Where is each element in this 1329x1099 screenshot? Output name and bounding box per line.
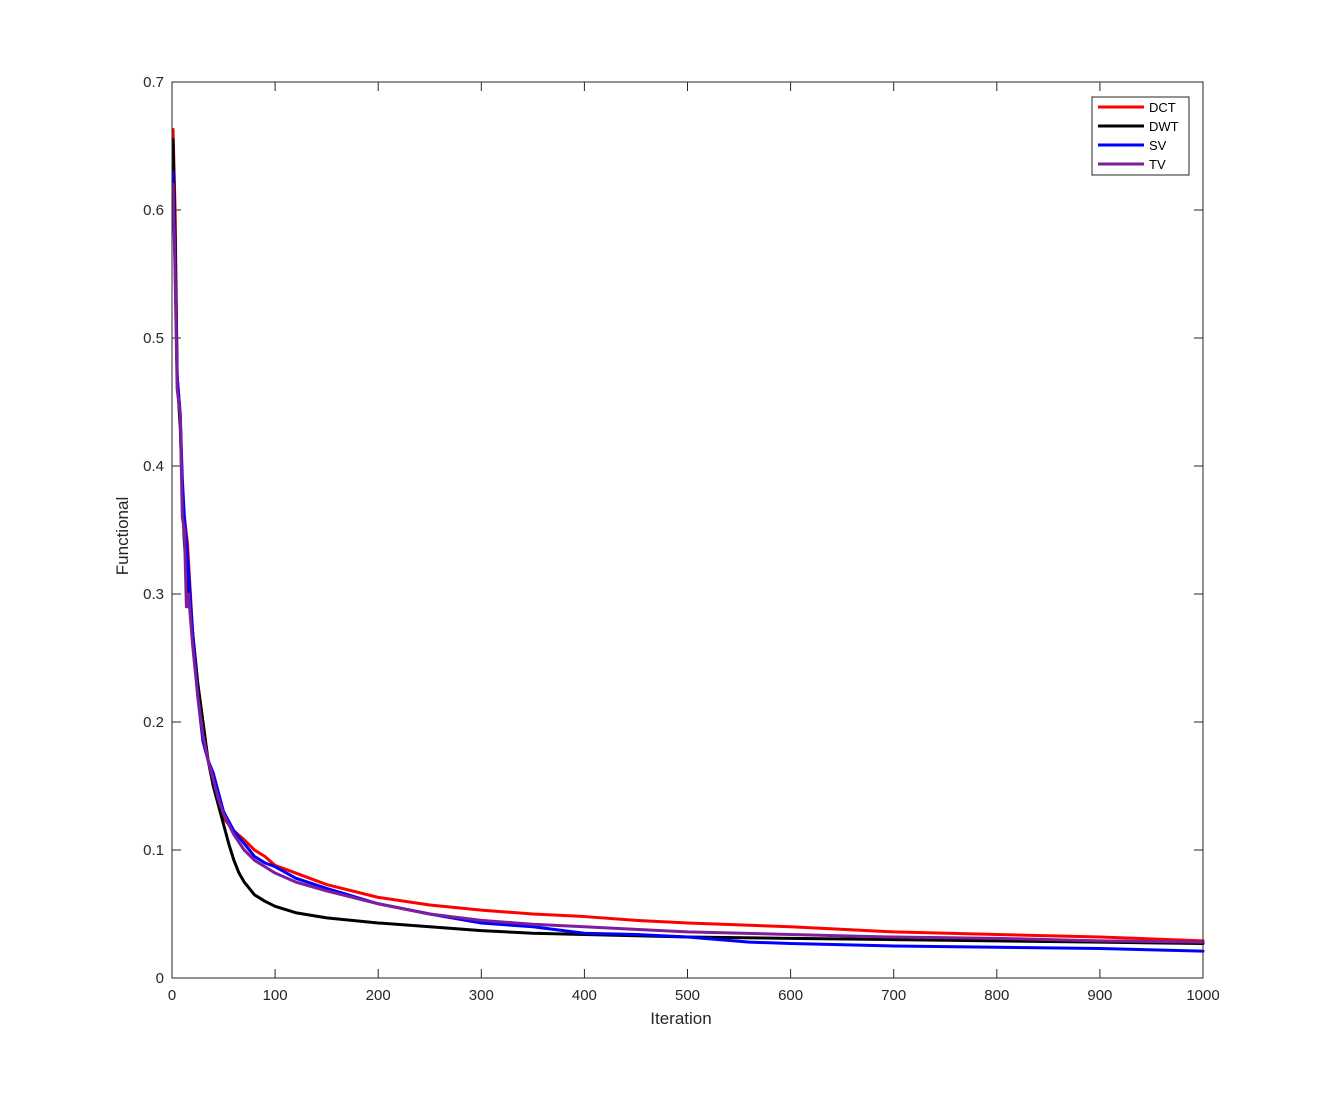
y-tick-label: 0.3	[143, 586, 164, 603]
x-tick-label: 200	[366, 987, 391, 1004]
x-tick-label: 0	[168, 987, 176, 1004]
x-tick-label: 1000	[1186, 987, 1219, 1004]
y-tick-label: 0.5	[143, 330, 164, 347]
x-tick-label: 100	[263, 987, 288, 1004]
plot-area	[172, 82, 1203, 978]
y-axis-label: Functional	[113, 497, 132, 575]
x-tick-label: 300	[469, 987, 494, 1004]
legend-label-tv: TV	[1149, 157, 1166, 172]
legend-box	[1091, 96, 1190, 176]
y-tick-label: 0.1	[143, 842, 164, 859]
y-tick-label: 0.4	[143, 458, 164, 475]
x-tick-label: 900	[1087, 987, 1112, 1004]
x-tick-label: 800	[984, 987, 1009, 1004]
legend: DCT DWT SV TV	[1091, 96, 1190, 176]
y-tick-label: 0.7	[143, 74, 164, 91]
y-tick-label: 0.2	[143, 714, 164, 731]
y-tick-label: 0	[156, 970, 164, 987]
legend-label-sv: SV	[1149, 138, 1167, 153]
series-layer	[171, 127, 1205, 953]
x-axis-ticks: 0 100 200 300 400 500 600 700 800 900 1000	[168, 82, 1220, 1004]
y-tick-label: 0.6	[143, 202, 164, 219]
series-line-tv	[171, 182, 1205, 944]
x-tick-label: 400	[572, 987, 597, 1004]
x-tick-label: 700	[881, 987, 906, 1004]
y-axis-ticks: 0 0.1 0.2 0.3 0.4 0.5 0.6 0.7	[143, 74, 1203, 987]
x-tick-label: 500	[675, 987, 700, 1004]
x-tick-label: 600	[778, 987, 803, 1004]
plot-frame	[171, 81, 1204, 979]
legend-label-dct: DCT	[1149, 100, 1176, 115]
legend-label-dwt: DWT	[1149, 119, 1179, 134]
x-axis-label: Iteration	[650, 1009, 711, 1028]
